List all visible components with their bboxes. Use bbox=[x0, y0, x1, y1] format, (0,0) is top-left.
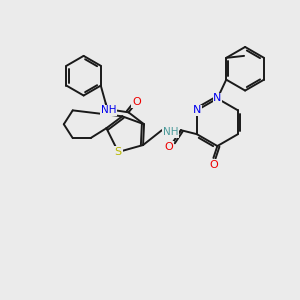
Text: NH: NH bbox=[101, 105, 116, 116]
Text: O: O bbox=[209, 160, 218, 170]
Text: O: O bbox=[165, 142, 173, 152]
Text: N: N bbox=[193, 105, 201, 116]
Text: O: O bbox=[132, 98, 141, 107]
Text: S: S bbox=[115, 147, 122, 157]
Text: N: N bbox=[213, 94, 222, 103]
Text: NH: NH bbox=[163, 127, 178, 137]
